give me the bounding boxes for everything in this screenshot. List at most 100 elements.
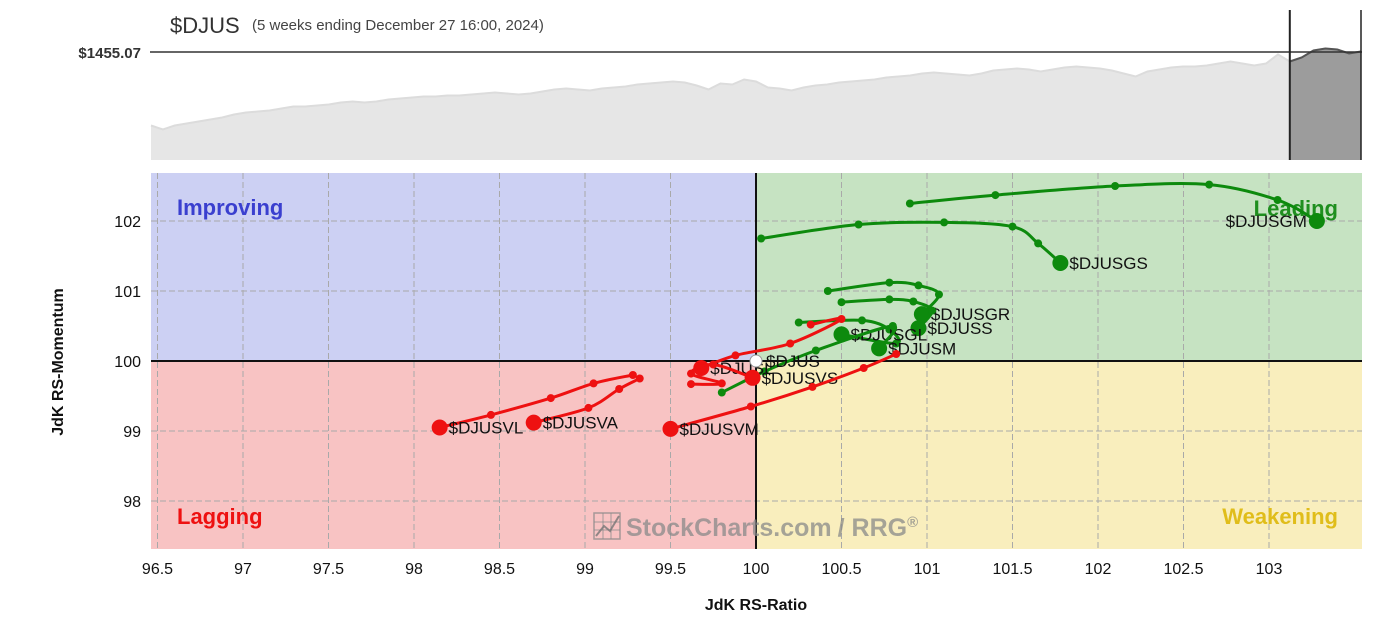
benchmark-point: $DJUS bbox=[749, 352, 820, 371]
quadrant-label-lagging: Lagging bbox=[177, 504, 263, 529]
tail-point bbox=[885, 278, 894, 287]
y-tick-label: 98 bbox=[123, 494, 141, 511]
x-tick-label: 100.5 bbox=[821, 561, 861, 578]
tail-point bbox=[709, 360, 718, 369]
chart-symbol-title: $DJUS bbox=[170, 13, 240, 38]
tail-head-point bbox=[1052, 255, 1069, 271]
quadrant-lagging bbox=[151, 361, 756, 549]
tail-point bbox=[806, 320, 815, 329]
tail-point bbox=[615, 385, 624, 393]
quadrant-label-improving: Improving bbox=[177, 195, 283, 220]
price-area bbox=[151, 48, 1361, 160]
tail-head-point bbox=[1308, 213, 1325, 229]
tail-point bbox=[628, 371, 637, 379]
price-panel: $DJUS (5 weeks ending December 27 16:00,… bbox=[78, 10, 1362, 160]
tail-point bbox=[905, 199, 914, 208]
tail-head-point bbox=[431, 419, 448, 436]
rrg-quadrants bbox=[151, 173, 1362, 549]
tail-point bbox=[731, 351, 740, 360]
tail-point bbox=[885, 295, 894, 304]
tail-head-point bbox=[871, 340, 888, 357]
x-axis-title: JdK RS-Ratio bbox=[705, 597, 807, 614]
tail-point bbox=[635, 374, 644, 383]
y-tick-label: 102 bbox=[114, 214, 141, 231]
tail-djusgs: $DJUSGS bbox=[757, 218, 1148, 273]
tail-djuss: $DJUSS bbox=[837, 295, 993, 338]
price-line-recent bbox=[1289, 47, 1362, 63]
y-axis-ticks: 98 99 100 101 102 bbox=[114, 214, 141, 511]
series-label: $DJUSM bbox=[888, 339, 956, 358]
chart-subtitle: (5 weeks ending December 27 16:00, 2024) bbox=[252, 17, 544, 34]
tail-point bbox=[546, 394, 555, 403]
series-label: $DJUSGS bbox=[1069, 254, 1147, 273]
tail-point bbox=[859, 364, 868, 372]
tail-point bbox=[888, 322, 897, 330]
tail-point bbox=[486, 410, 495, 419]
x-tick-label: 103 bbox=[1256, 561, 1283, 578]
tail-point bbox=[1205, 180, 1214, 189]
x-tick-label: 100 bbox=[743, 561, 770, 578]
x-tick-label: 101.5 bbox=[992, 561, 1032, 578]
tail-point bbox=[687, 380, 696, 389]
tail-point bbox=[811, 346, 820, 355]
tail-point bbox=[786, 339, 795, 348]
tail-point bbox=[909, 297, 918, 306]
tail-point bbox=[858, 316, 867, 325]
price-label: $1455.07 bbox=[78, 45, 141, 62]
tail-point bbox=[808, 382, 817, 391]
tail-point bbox=[914, 281, 923, 290]
tail-point bbox=[717, 379, 726, 388]
tail-point bbox=[854, 220, 863, 229]
x-tick-label: 97.5 bbox=[313, 561, 344, 578]
watermark-suffix: / RRG bbox=[838, 514, 907, 542]
y-tick-label: 100 bbox=[114, 354, 141, 371]
tail-point bbox=[837, 298, 846, 307]
watermark-text: StockCharts.com / RRG® bbox=[626, 514, 918, 542]
tail-head-point bbox=[662, 420, 679, 437]
tail-point bbox=[991, 191, 1000, 200]
y-axis-title: JdK RS-Momentum bbox=[50, 288, 67, 436]
watermark-mark: ® bbox=[907, 514, 918, 531]
series-label: $DJUSVM bbox=[680, 420, 759, 439]
x-tick-label: 101 bbox=[914, 561, 941, 578]
tail-point bbox=[746, 402, 755, 411]
tail-djusvl: $DJUSVL bbox=[431, 371, 637, 438]
series-label: $DJUSVL bbox=[449, 419, 524, 438]
tail-head-point bbox=[833, 326, 850, 343]
tail-point bbox=[757, 234, 766, 243]
watermark: StockCharts.com / RRG® bbox=[593, 512, 918, 542]
x-tick-label: 102 bbox=[1085, 561, 1112, 578]
tail-point bbox=[1273, 196, 1282, 204]
x-tick-label: 98.5 bbox=[484, 561, 515, 578]
series-label: $DJUSVS bbox=[762, 369, 839, 388]
tail-djusva: $DJUSVA bbox=[525, 374, 644, 433]
tail-head-point bbox=[744, 369, 761, 386]
tail-djusvs: $DJUSVS bbox=[687, 360, 839, 389]
x-tick-label: 99.5 bbox=[655, 561, 686, 578]
tail-point bbox=[940, 218, 949, 227]
watermark-site: StockCharts.com bbox=[626, 514, 832, 542]
tail-point bbox=[687, 369, 696, 378]
tail-head-point bbox=[913, 306, 930, 323]
quadrant-label-weakening: Weakening bbox=[1222, 504, 1338, 529]
stockcharts-logo-icon bbox=[593, 512, 621, 540]
series-label: $DJUSVA bbox=[543, 414, 619, 433]
quadrant-improving bbox=[151, 173, 756, 361]
tail-point bbox=[892, 350, 901, 358]
price-area-recent bbox=[1289, 48, 1361, 160]
x-tick-label: 102.5 bbox=[1163, 561, 1203, 578]
tail-point bbox=[837, 315, 846, 323]
x-tick-label: 97 bbox=[234, 561, 252, 578]
y-tick-label: 99 bbox=[123, 424, 141, 441]
tail-point bbox=[823, 287, 832, 295]
x-axis-ticks: 96.5 97 97.5 98 98.5 99 99.5 100 100.5 101 101.5 10… bbox=[142, 561, 1283, 578]
tail-djusgr: $DJUSGR bbox=[823, 278, 1010, 324]
x-tick-label: 98 bbox=[405, 561, 423, 578]
tail-point bbox=[1034, 239, 1043, 248]
price-line bbox=[150, 47, 1362, 131]
tail-point bbox=[794, 318, 803, 327]
tail-point bbox=[717, 388, 726, 397]
